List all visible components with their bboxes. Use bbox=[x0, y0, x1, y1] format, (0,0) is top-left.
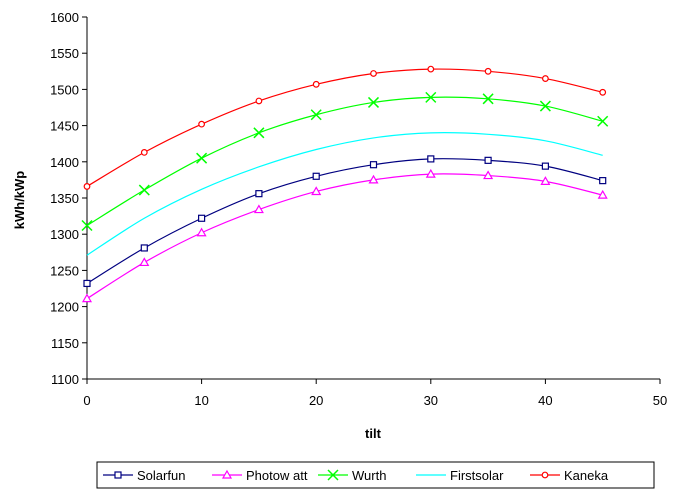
y-tick-label: 1350 bbox=[50, 191, 79, 206]
data-point-triangle bbox=[139, 257, 150, 267]
data-point-circle bbox=[427, 65, 435, 73]
data-point-x bbox=[367, 96, 380, 108]
legend-label: Wurth bbox=[352, 468, 386, 483]
data-point-circle bbox=[541, 471, 549, 479]
data-point-triangle bbox=[540, 176, 551, 185]
x-tick-label: 10 bbox=[194, 393, 208, 408]
data-point-triangle bbox=[597, 189, 608, 199]
data-point-x bbox=[539, 100, 551, 112]
x-tick-label: 0 bbox=[83, 393, 90, 408]
data-point-triangle bbox=[368, 174, 379, 184]
series-solarfun bbox=[83, 155, 607, 288]
series-photow-att bbox=[81, 168, 608, 303]
data-point-triangle bbox=[81, 293, 93, 303]
legend-item: Photow att bbox=[212, 468, 308, 483]
data-point-triangle bbox=[425, 168, 436, 178]
y-axis-title: kWh/kWp bbox=[12, 171, 27, 230]
data-point-triangle bbox=[253, 204, 264, 214]
data-point-x bbox=[327, 469, 339, 481]
data-point-square bbox=[541, 162, 550, 170]
series-line bbox=[86, 68, 603, 187]
data-point-square bbox=[114, 471, 122, 479]
data-point-square bbox=[312, 172, 320, 180]
data-point-square bbox=[140, 244, 148, 252]
data-point-x bbox=[138, 184, 150, 196]
data-point-square bbox=[484, 156, 492, 164]
data-point-circle bbox=[599, 88, 607, 96]
y-tick-label: 1100 bbox=[51, 372, 79, 387]
data-point-square bbox=[599, 177, 607, 185]
data-point-circle bbox=[255, 97, 263, 105]
data-point-circle bbox=[312, 80, 320, 88]
data-point-triangle bbox=[311, 186, 322, 196]
y-tick-label: 1450 bbox=[50, 119, 79, 134]
series-kaneka bbox=[83, 65, 607, 190]
y-tick-label: 1500 bbox=[50, 82, 79, 97]
series-layer bbox=[81, 65, 609, 303]
data-point-square bbox=[83, 279, 91, 288]
data-point-x bbox=[196, 152, 208, 164]
data-point-circle bbox=[83, 183, 91, 190]
y-tick-label: 1150 bbox=[51, 336, 79, 351]
data-point-triangle bbox=[196, 227, 207, 237]
series-wurth bbox=[81, 91, 609, 232]
data-point-circle bbox=[484, 67, 492, 75]
data-point-triangle bbox=[483, 170, 494, 180]
y-tick-label: 1200 bbox=[50, 300, 79, 315]
x-tick-label: 20 bbox=[309, 393, 323, 408]
legend-label: Solarfun bbox=[137, 468, 185, 483]
series-line bbox=[86, 173, 603, 300]
data-point-x bbox=[482, 93, 494, 105]
series-firstsolar bbox=[86, 132, 603, 256]
y-tick-label: 1250 bbox=[50, 263, 79, 278]
data-point-circle bbox=[542, 75, 549, 82]
legend-item: Firstsolar bbox=[416, 468, 504, 483]
data-point-x bbox=[597, 115, 609, 127]
data-point-circle bbox=[140, 148, 148, 156]
data-point-x bbox=[425, 91, 437, 103]
legend-item: Solarfun bbox=[103, 468, 185, 483]
data-point-square bbox=[369, 161, 378, 169]
legend-item: Wurth bbox=[318, 468, 386, 483]
data-point-x bbox=[253, 127, 265, 139]
data-point-x bbox=[310, 109, 322, 121]
series-line bbox=[86, 96, 603, 227]
y-tick-label: 1400 bbox=[50, 155, 79, 170]
data-point-circle bbox=[198, 120, 206, 128]
x-axis-title: tilt bbox=[365, 426, 382, 441]
data-point-circle bbox=[370, 70, 377, 77]
data-point-x bbox=[81, 219, 93, 232]
x-axis: 0 10 20 30 40 50 bbox=[83, 378, 667, 408]
x-tick-label: 50 bbox=[653, 393, 667, 408]
legend-label: Kaneka bbox=[564, 468, 609, 483]
data-point-triangle bbox=[221, 469, 233, 479]
y-tick-label: 1600 bbox=[50, 10, 79, 25]
x-tick-label: 40 bbox=[538, 393, 552, 408]
legend-item: Kaneka bbox=[530, 468, 609, 483]
x-tick-label: 30 bbox=[424, 393, 438, 408]
legend: Solarfun Photow att Wurth Firstsolar Kaneka bbox=[96, 461, 655, 489]
y-tick-label: 1300 bbox=[50, 227, 79, 242]
legend-label: Firstsolar bbox=[450, 468, 504, 483]
data-point-square bbox=[255, 190, 263, 198]
legend-label: Photow att bbox=[246, 468, 308, 483]
series-line bbox=[86, 158, 603, 284]
series-line bbox=[86, 132, 603, 256]
legend-box bbox=[96, 461, 655, 489]
data-point-square bbox=[198, 214, 206, 222]
y-axis: 1100 1150 1200 1250 1300 1350 1400 1450 1500 1550… bbox=[50, 10, 88, 387]
data-point-square bbox=[427, 155, 435, 163]
y-tick-label: 1550 bbox=[50, 46, 79, 61]
